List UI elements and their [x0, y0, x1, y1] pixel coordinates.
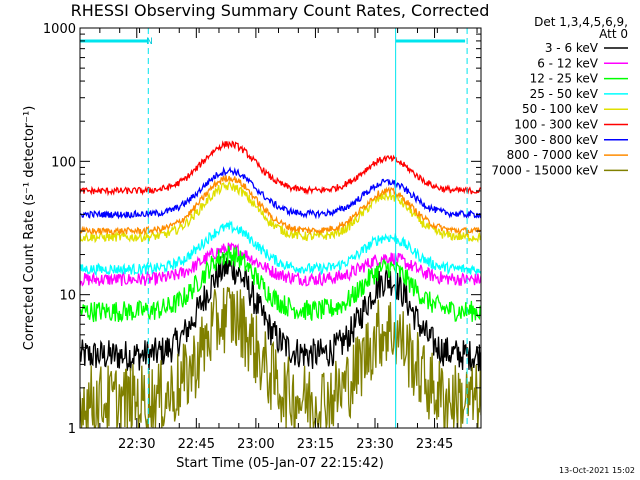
- y-axis-label: Corrected Count Rate (s⁻¹ detector⁻¹): [22, 106, 37, 351]
- series-line: [80, 220, 481, 277]
- flag-label: N: [146, 37, 153, 47]
- legend-entry-label: 300 - 800 keV: [514, 133, 598, 147]
- legend-entry-label: 6 - 12 keV: [537, 56, 599, 70]
- plot-frame: [79, 27, 482, 429]
- series-line: [80, 175, 481, 236]
- legend-entry-label: 100 - 300 keV: [514, 118, 598, 132]
- legend-entry-label: 12 - 25 keV: [530, 72, 599, 86]
- series-layer: [80, 140, 481, 428]
- axes-layer: 1 10 100 1000 22:30 22:45 23:00 23:15 23:30 23:45: [43, 22, 481, 452]
- x-tick-label: 23:45: [416, 437, 453, 452]
- x-tick-label: 23:00: [237, 437, 274, 452]
- legend-header: Det 1,3,4,5,6,9,: [534, 15, 628, 29]
- legend-entry-label: 7000 - 15000 keV: [491, 163, 598, 177]
- legend-entry-label: 3 - 6 keV: [545, 41, 599, 55]
- chart-title: RHESSI Observing Summary Count Rates, Co…: [71, 1, 490, 20]
- legend-entry-label: 800 - 7000 keV: [507, 148, 599, 162]
- legend-entry-label: 25 - 50 keV: [530, 87, 599, 101]
- x-tick-label: 22:30: [118, 437, 155, 452]
- footer-timestamp: 13-Oct-2021 15:02: [559, 466, 635, 475]
- y-tick-label: 1000: [43, 22, 76, 37]
- series-line: [80, 286, 481, 428]
- series-line: [80, 140, 481, 197]
- y-tick-label: 100: [51, 155, 76, 170]
- y-tick-label: 1: [68, 422, 76, 437]
- x-tick-label: 23:30: [356, 437, 393, 452]
- series-line: [80, 253, 481, 372]
- flags-layer: N: [80, 37, 466, 47]
- legend-entry-label: 50 - 100 keV: [522, 102, 599, 116]
- x-tick-label: 23:15: [297, 437, 334, 452]
- x-tick-label: 22:45: [178, 437, 215, 452]
- vlines-layer: [147, 28, 468, 428]
- legend-header: Att 0: [599, 27, 628, 41]
- series-line: [80, 242, 481, 287]
- y-tick-label: 10: [59, 289, 76, 304]
- x-axis-label: Start Time (05-Jan-07 22:15:42): [176, 456, 384, 471]
- series-line: [80, 166, 481, 220]
- series-line: [80, 245, 481, 323]
